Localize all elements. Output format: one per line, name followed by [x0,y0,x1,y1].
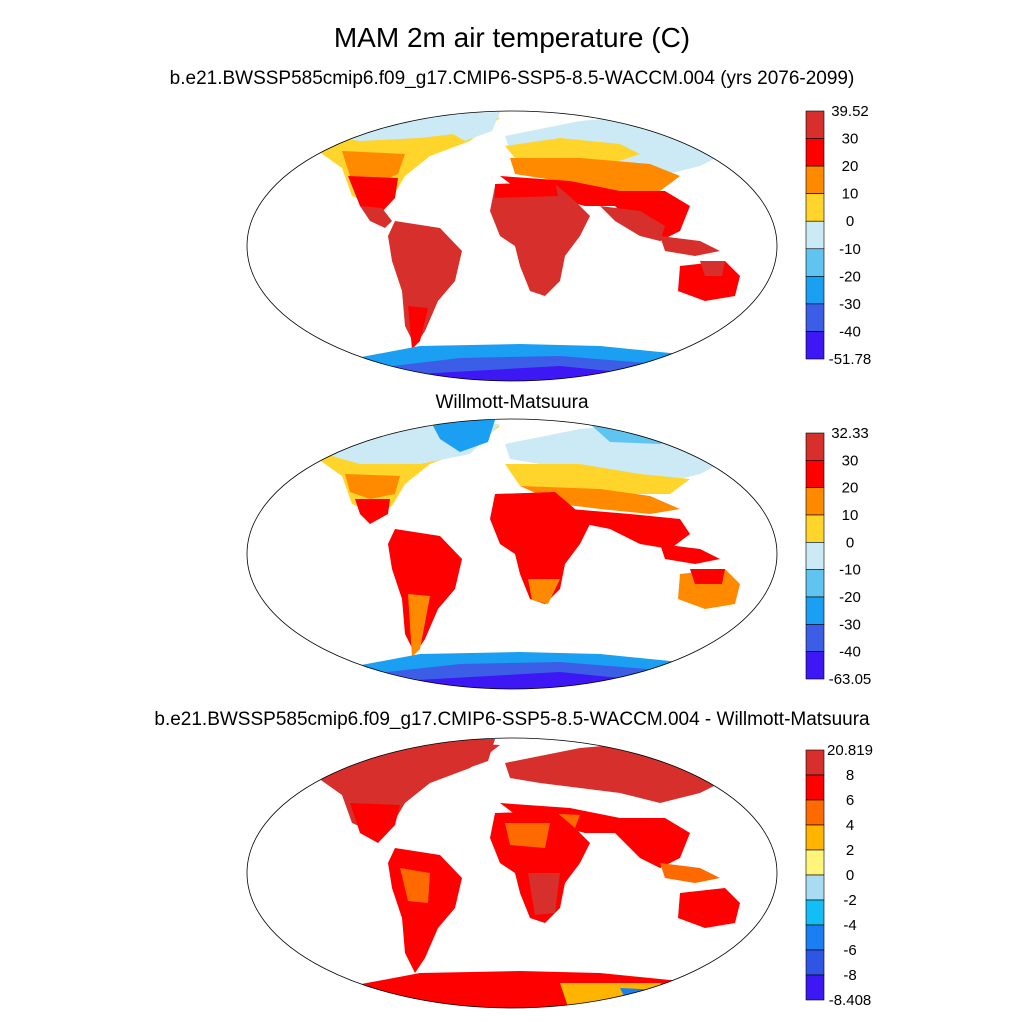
colorbar-tick-label: -40 [839,644,861,661]
colorbar-swatch [805,138,825,167]
panel-3-title: b.e21.BWSSP585cmip6.f09_g17.CMIP6-SSP5-8… [154,709,870,730]
colorbar-swatch [805,165,825,194]
colorbar-tick-label: -30 [839,616,861,633]
colorbar-swatch [805,487,825,516]
colorbar-tick-label: 20.819 [827,742,873,759]
colorbar-swatch [805,824,825,851]
region-greenland [440,112,500,141]
colorbar-swatch [805,924,825,951]
colorbar-swatch [805,220,825,250]
continent-australia [678,888,740,928]
colorbar-model: 39.52 30 20 10 0 -10 -20 -30 -40 -51.78 [805,103,872,368]
colorbar-tick-label: 20 [842,158,859,175]
colorbar-tick-label: -8.408 [829,992,872,1009]
colorbar-swatch [805,624,825,652]
colorbar-swatch [805,276,825,305]
map-panel-difference [246,737,778,1009]
colorbar-tick-label: -51.78 [829,351,872,368]
colorbar-swatch [805,248,825,277]
map-outline [246,737,778,1009]
colorbar-swatch [805,331,825,360]
colorbar-swatch [805,899,825,926]
colorbar-swatch [805,193,825,222]
colorbar-swatch [805,949,825,976]
colorbar-tick-label: 39.52 [831,103,869,120]
colorbar-tick-label: 6 [846,792,854,809]
continent-south-america [388,221,462,346]
colorbar-tick-label: -4 [843,917,856,934]
colorbar-tick-label: -6 [843,942,856,959]
colorbar-tick-label: 0 [846,213,854,230]
map-panel-model [246,110,778,382]
colorbar-swatch [805,651,825,680]
colorbar-swatch [805,432,825,461]
figure-title: MAM 2m air temperature (C) [333,22,691,53]
colorbar-swatch [805,303,825,332]
colorbar-tick-label: 2 [846,842,854,859]
colorbar-tick-label: 0 [846,534,854,551]
colorbar-observations: 32.33 30 20 10 0 -10 -20 -30 -40 -63.05 [805,425,872,688]
colorbar-swatch [805,542,825,570]
colorbar-swatch [805,974,825,1001]
colorbar-tick-label: -2 [843,892,856,909]
colorbar-tick-label: -20 [839,589,861,606]
panel-2-title: Willmott-Matsuura [435,392,589,413]
colorbar-swatch [805,799,825,826]
colorbar-swatch [805,514,825,543]
colorbar-tick-label: -30 [839,296,861,313]
colorbar-swatch [805,460,825,488]
colorbar-swatch [805,749,825,776]
continent-eurasia [500,114,740,241]
colorbar-tick-label: -8 [843,967,856,984]
colorbar-swatch [805,569,825,598]
colorbar-tick-label: 30 [842,452,859,469]
colorbar-difference: 20.819 8 6 4 2 0 -2 -4 -6 -8 -8.408 [805,742,873,1009]
region-greenland [430,420,495,452]
colorbar-tick-label: -63.05 [829,671,872,688]
colorbar-tick-label: -40 [839,323,861,340]
panel-1-title: b.e21.BWSSP585cmip6.f09_g17.CMIP6-SSP5-8… [169,68,855,89]
colorbar-swatch [805,849,825,876]
continent-australia [678,261,740,301]
colorbar-tick-label: 10 [842,507,859,524]
colorbar-swatch [805,774,825,801]
map-outline [246,110,778,382]
colorbar-tick-label: 10 [842,186,859,203]
colorbar-tick-label: -10 [839,562,861,579]
colorbar-tick-label: 20 [842,480,859,497]
map-outline [246,418,778,690]
continent-africa [490,492,590,604]
colorbar-tick-label: 4 [846,817,854,834]
colorbar-tick-label: 30 [842,131,859,148]
colorbar-tick-label: 8 [846,767,854,784]
continent-africa [490,184,590,296]
colorbar-tick-label: 0 [846,867,854,884]
colorbar-tick-label: 32.33 [831,425,869,442]
colorbar-swatch [805,874,825,901]
colorbar-swatch [805,110,825,139]
region-greenland [430,739,495,771]
continent-south-america [388,529,462,654]
map-panel-observations [246,418,778,690]
colorbar-tick-label: -20 [839,268,861,285]
colorbar-swatch [805,596,825,625]
colorbar-tick-label: -10 [839,241,861,258]
